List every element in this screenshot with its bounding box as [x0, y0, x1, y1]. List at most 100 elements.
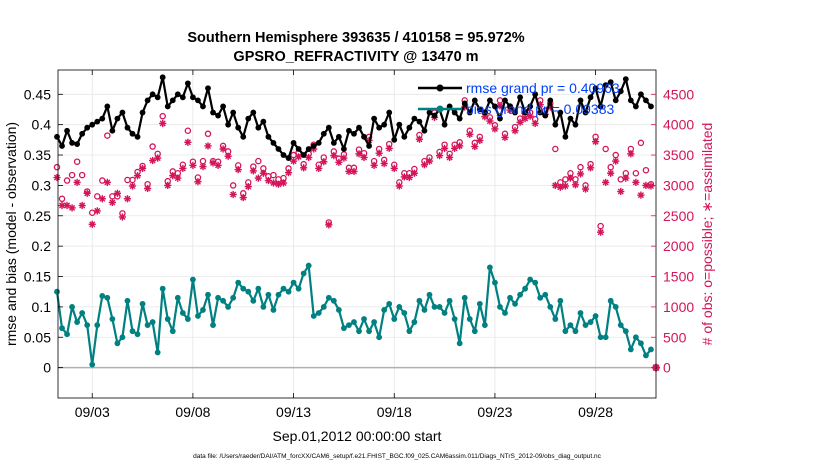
assimilated-point: [68, 204, 76, 212]
right-y-tick-label: 0: [663, 360, 671, 376]
rmse-point: [547, 97, 554, 104]
assimilated-point: [138, 164, 147, 172]
rmse-point: [59, 143, 65, 149]
rmse-point: [366, 143, 372, 149]
rmse-point: [351, 130, 357, 137]
bias-point: [285, 288, 292, 295]
bias-point: [461, 294, 468, 301]
bias-point: [265, 291, 272, 298]
rmse-point: [361, 133, 367, 140]
bias-point: [315, 310, 322, 316]
bias-point: [356, 328, 362, 335]
bias-point: [532, 279, 539, 286]
x-axis-label: Sep.01,2012 00:00:00 start: [273, 428, 442, 444]
bias-point: [502, 310, 508, 316]
rmse-point: [542, 112, 549, 119]
right-y-tick-label: 2500: [663, 208, 694, 224]
assimilated-point: [214, 161, 222, 169]
rmse-point: [280, 152, 287, 158]
rmse-point: [532, 91, 539, 98]
assimilated-point: [133, 172, 142, 180]
bias-point: [69, 303, 75, 310]
assimilated-point: [576, 170, 585, 178]
rmse-point: [522, 109, 529, 116]
assimilated-point: [108, 198, 116, 207]
bias-point: [74, 319, 81, 325]
bias-point: [406, 328, 413, 335]
rmse-point: [562, 133, 569, 140]
bias-point: [537, 294, 544, 301]
left-y-tick-label: 0.2: [32, 238, 52, 254]
assimilated-point: [471, 142, 479, 151]
assimilated-point: [219, 145, 227, 153]
assimilated-point: [73, 178, 81, 186]
rmse-point: [169, 97, 176, 104]
plot-area-frame: [57, 69, 657, 399]
bias-point: [401, 310, 408, 316]
rmse-point: [255, 124, 262, 131]
bias-point: [64, 331, 70, 338]
assimilated-point: [511, 127, 519, 135]
bias-point: [361, 316, 367, 322]
rmse-point: [502, 97, 508, 104]
bias-point: [270, 307, 277, 313]
rmse-point: [416, 118, 423, 125]
rmse-point: [376, 124, 383, 131]
bias-point: [190, 276, 196, 283]
rmse-point: [230, 109, 237, 116]
bias-point: [104, 294, 111, 301]
bias-point: [557, 297, 564, 304]
bias-point: [346, 322, 352, 329]
bias-point: [99, 293, 106, 299]
possible-point: [632, 170, 640, 177]
left-y-tick-label: 0: [43, 360, 51, 376]
rmse-point: [54, 133, 60, 140]
possible-point: [63, 177, 71, 184]
chart-title-line2: GPSRO_REFRACTIVITY @ 13470 m: [233, 49, 478, 65]
assimilated-point: [466, 130, 474, 138]
left-y-tick-label: 0.35: [24, 147, 51, 163]
bias-point: [220, 297, 227, 304]
rmse-point: [386, 109, 393, 116]
bias-point: [305, 262, 312, 269]
rmse-series: [54, 74, 654, 161]
bias-point: [205, 291, 211, 298]
assimilated-point: [98, 195, 106, 203]
bias-point: [94, 322, 101, 329]
bias-point: [124, 297, 131, 304]
legend-label-0: rmse grand pr = 0.40963: [466, 80, 620, 96]
bias-point: [471, 328, 478, 335]
assimilated-point: [496, 102, 504, 110]
possible-point: [270, 171, 277, 179]
rmse-point: [486, 97, 493, 104]
rmse-point: [330, 139, 337, 146]
data-file-footer: data file: /Users/raeder/DAI/ATM_forcXX/…: [193, 453, 602, 460]
rmse-point: [507, 103, 513, 110]
assimilated-point: [415, 135, 424, 143]
bias-point: [174, 294, 181, 301]
bias-point: [84, 322, 91, 329]
possible-point: [53, 163, 61, 171]
rmse-point: [104, 103, 111, 110]
assimilated-point: [179, 164, 187, 172]
rmse-point: [134, 133, 141, 140]
possible-point: [552, 145, 559, 153]
rmse-point: [290, 139, 297, 146]
legend: rmse grand pr = 0.40963 bias grand pr = 0…: [418, 80, 620, 117]
rmse-point: [597, 103, 604, 110]
assimilated-point: [274, 180, 283, 188]
assimilated-point: [607, 169, 615, 177]
rmse-point: [154, 94, 161, 101]
bias-point: [547, 303, 554, 310]
bias-point: [366, 328, 372, 335]
rmse-point: [144, 97, 151, 104]
assimilated-point: [189, 161, 197, 169]
bias-point: [446, 297, 453, 304]
bias-point: [637, 340, 644, 347]
assimilated-point: [627, 150, 635, 158]
bias-point: [426, 291, 433, 298]
bias-point: [320, 303, 327, 310]
rmse-point: [184, 80, 191, 87]
